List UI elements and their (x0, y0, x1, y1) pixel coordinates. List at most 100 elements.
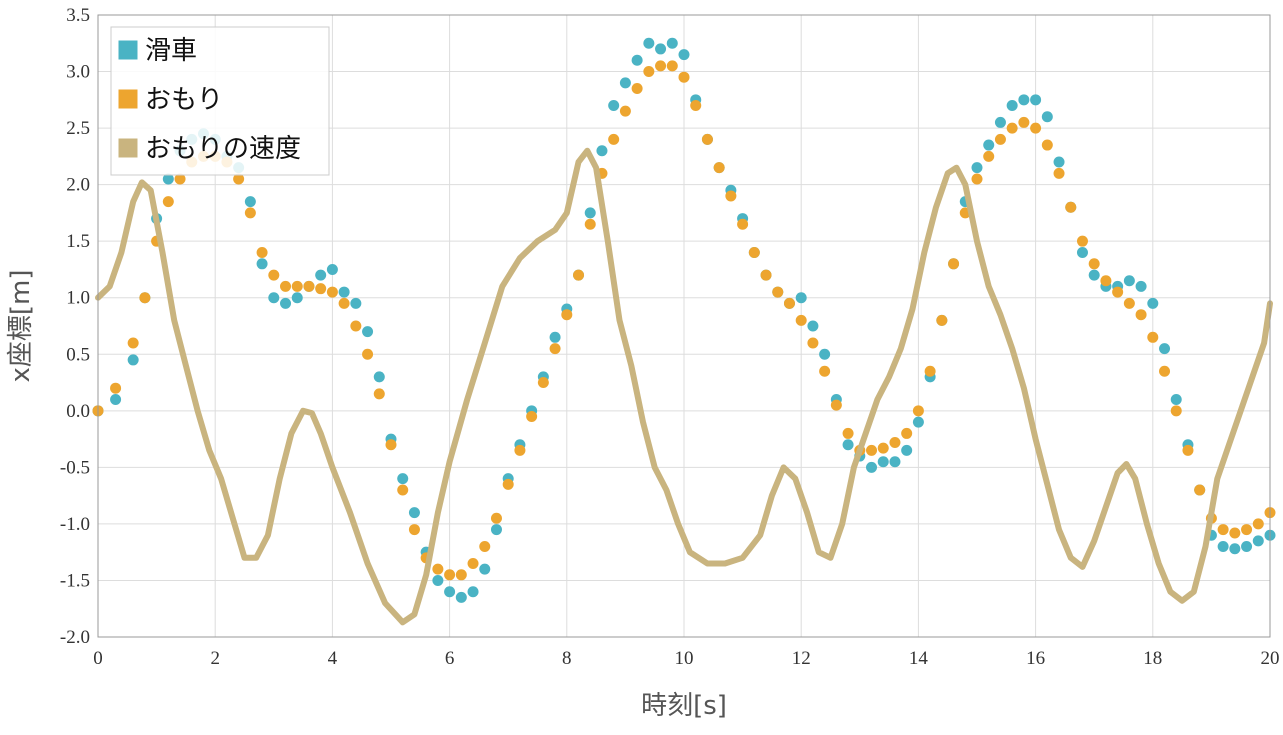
data-point (608, 133, 620, 145)
data-point (901, 444, 913, 456)
data-point (596, 145, 608, 157)
data-point (350, 297, 362, 309)
data-point (866, 444, 878, 456)
data-point (971, 173, 983, 185)
data-point (842, 427, 854, 439)
data-point (1182, 444, 1194, 456)
x-tick-label: 10 (675, 648, 694, 669)
data-point (1170, 405, 1182, 417)
data-point (256, 246, 268, 258)
data-point (1252, 518, 1264, 530)
data-point (1112, 286, 1124, 298)
data-point (1159, 343, 1171, 355)
data-point (537, 377, 549, 389)
data-point (725, 190, 737, 202)
data-point (338, 297, 350, 309)
data-point (643, 66, 655, 78)
y-tick-label: 1.0 (66, 288, 90, 309)
data-point (643, 37, 655, 49)
data-point (807, 337, 819, 349)
data-point (1123, 275, 1135, 287)
data-point (608, 99, 620, 111)
y-tick-label: -2.0 (60, 627, 90, 648)
data-point (666, 60, 678, 72)
data-point (819, 365, 831, 377)
data-point (256, 258, 268, 270)
data-point (924, 365, 936, 377)
data-point (162, 173, 174, 185)
legend-label: 滑車 (145, 36, 197, 66)
data-point (244, 207, 256, 219)
data-point (1252, 535, 1264, 547)
legend-swatch (117, 39, 139, 61)
data-point (549, 331, 561, 343)
data-point (1006, 122, 1018, 134)
legend-box (110, 26, 330, 176)
data-point (690, 99, 702, 111)
data-point (1241, 524, 1253, 536)
data-point (549, 343, 561, 355)
y-tick-label: 3.0 (66, 62, 90, 83)
data-point (678, 71, 690, 83)
data-point (280, 280, 292, 292)
data-point (1088, 258, 1100, 270)
data-point (561, 309, 573, 321)
data-point (174, 173, 186, 185)
data-point (713, 162, 725, 174)
data-point (584, 207, 596, 219)
x-tick-label: 4 (328, 648, 338, 669)
data-point (291, 292, 303, 304)
data-point (1217, 541, 1229, 553)
data-point (1053, 156, 1065, 168)
data-point (1065, 201, 1077, 213)
data-point (819, 348, 831, 360)
data-point (760, 269, 772, 281)
data-point (502, 478, 514, 490)
y-tick-label: 0.0 (66, 401, 90, 422)
data-point (432, 574, 444, 586)
data-point (631, 83, 643, 95)
data-point (467, 557, 479, 569)
data-point (385, 439, 397, 451)
data-point (1006, 99, 1018, 111)
data-point (1147, 331, 1159, 343)
data-point (397, 473, 409, 485)
velocity-line (95, 147, 1273, 626)
data-point (807, 320, 819, 332)
data-point (338, 286, 350, 298)
data-point (666, 37, 678, 49)
data-point (455, 569, 467, 581)
data-point (514, 444, 526, 456)
data-point (1100, 275, 1112, 287)
data-point (983, 139, 995, 151)
data-point (291, 280, 303, 292)
data-point (655, 43, 667, 55)
y-tick-label: 1.5 (66, 231, 90, 252)
data-point (444, 569, 456, 581)
data-point (901, 427, 913, 439)
data-point (1159, 365, 1171, 377)
data-point (1217, 524, 1229, 536)
data-point (373, 388, 385, 400)
data-point (244, 196, 256, 208)
data-point (268, 269, 280, 281)
data-point (619, 105, 631, 117)
data-point (877, 456, 889, 468)
data-point (1041, 111, 1053, 123)
legend-swatch (117, 137, 139, 159)
x-tick-label: 0 (93, 648, 103, 669)
data-point (994, 116, 1006, 128)
data-point (1135, 280, 1147, 292)
data-point (1030, 122, 1042, 134)
data-point (1123, 297, 1135, 309)
data-point (490, 512, 502, 524)
data-point (1018, 94, 1030, 106)
data-point (526, 410, 538, 422)
data-point (1076, 235, 1088, 247)
data-point (772, 286, 784, 298)
data-point (1076, 246, 1088, 258)
data-point (1041, 139, 1053, 151)
series-2 (95, 147, 1273, 626)
